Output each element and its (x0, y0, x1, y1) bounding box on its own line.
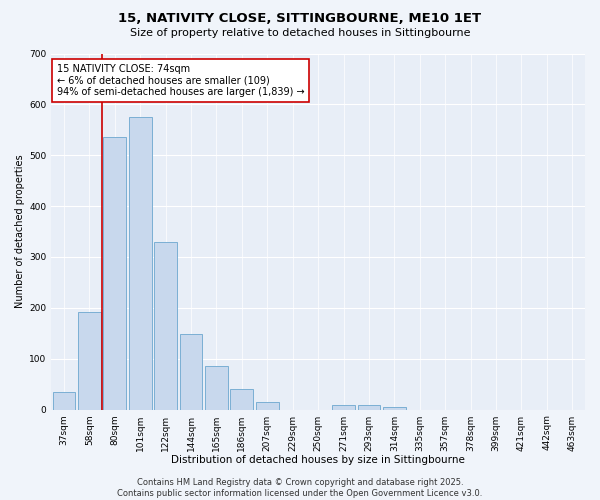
Bar (103, 138, 126, 409)
Bar (256, 402, 279, 409)
Bar (205, 366, 228, 410)
Bar (154, 242, 177, 410)
Bar (179, 334, 202, 409)
Text: 15, NATIVITY CLOSE, SITTINGBOURNE, ME10 1ET: 15, NATIVITY CLOSE, SITTINGBOURNE, ME10 … (118, 12, 482, 26)
Bar (383, 407, 406, 410)
Y-axis label: Number of detached properties: Number of detached properties (15, 154, 25, 308)
Bar (332, 404, 355, 409)
Text: 15 NATIVITY CLOSE: 74sqm
← 6% of detached houses are smaller (109)
94% of semi-d: 15 NATIVITY CLOSE: 74sqm ← 6% of detache… (56, 64, 304, 98)
Text: Contains HM Land Registry data © Crown copyright and database right 2025.
Contai: Contains HM Land Registry data © Crown c… (118, 478, 482, 498)
Bar (53, 392, 76, 409)
Bar (358, 404, 380, 409)
X-axis label: Distribution of detached houses by size in Sittingbourne: Distribution of detached houses by size … (171, 455, 465, 465)
Bar (230, 389, 253, 409)
Text: Size of property relative to detached houses in Sittingbourne: Size of property relative to detached ho… (130, 28, 470, 38)
Bar (78, 312, 101, 410)
Bar (129, 117, 152, 410)
